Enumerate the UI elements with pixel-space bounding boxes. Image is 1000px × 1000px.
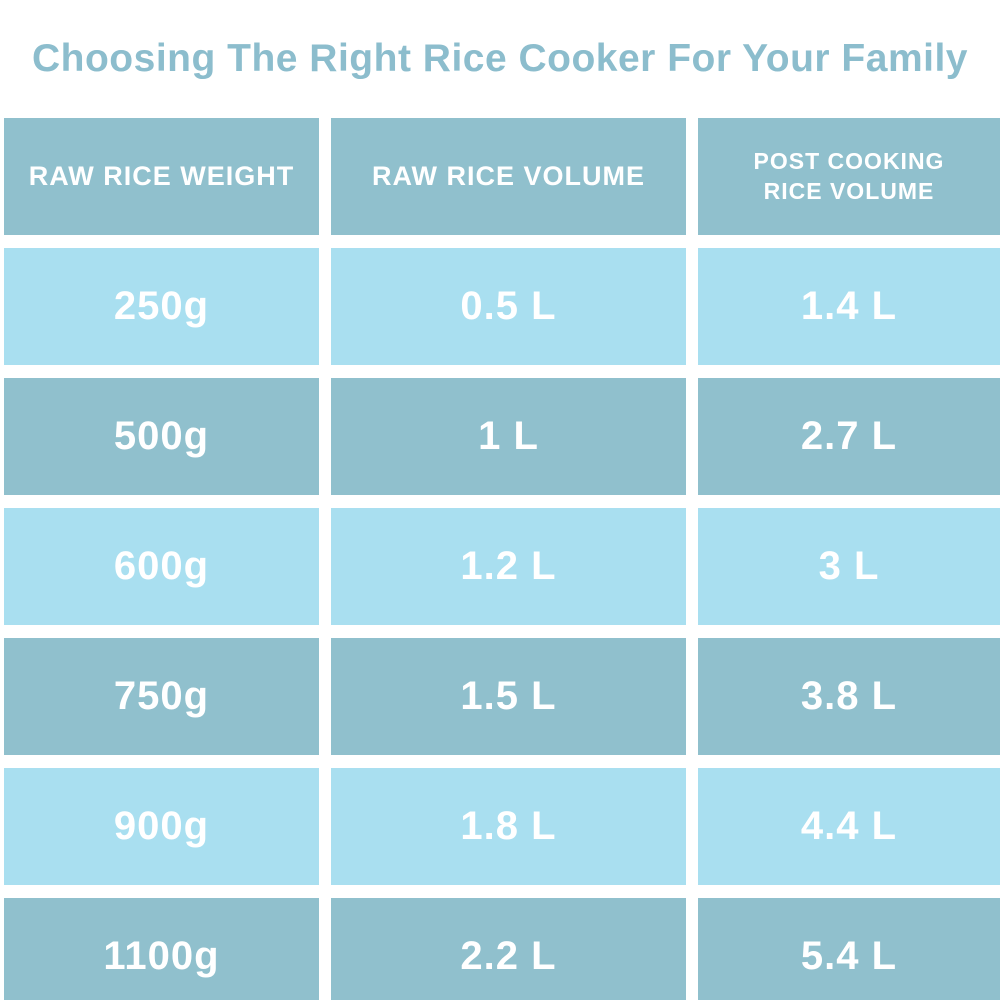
table-cell-cooked-volume: 3 L: [698, 508, 1000, 625]
table-cell-cooked-volume: 5.4 L: [698, 898, 1000, 1000]
table-cell-raw-volume: 1 L: [331, 378, 686, 495]
table-cell-raw-volume: 1.2 L: [331, 508, 686, 625]
table-cell-weight: 1100g: [4, 898, 319, 1000]
column-header-label: POST COOKING RICE VOLUME: [753, 147, 945, 204]
table-cell-cooked-volume: 3.8 L: [698, 638, 1000, 755]
table-cell-raw-volume: 0.5 L: [331, 248, 686, 365]
column-header-label: RAW RICE VOLUME: [371, 161, 645, 191]
table-cell-cooked-volume: 4.4 L: [698, 768, 1000, 885]
column-header-label: RAW RICE WEIGHT: [28, 161, 295, 191]
rice-cooker-table: RAW RICE WEIGHT RAW RICE VOLUME POST COO…: [4, 118, 1000, 1000]
table-cell-cooked-volume: 1.4 L: [698, 248, 1000, 365]
table-cell-raw-volume: 1.5 L: [331, 638, 686, 755]
table-cell-weight: 250g: [4, 248, 319, 365]
table-cell-weight: 500g: [4, 378, 319, 495]
table-cell-raw-volume: 2.2 L: [331, 898, 686, 1000]
page-title: Choosing The Right Rice Cooker For Your …: [32, 37, 968, 80]
table-cell-weight: 750g: [4, 638, 319, 755]
column-header-post-cooking-rice-volume: POST COOKING RICE VOLUME: [698, 118, 1000, 235]
title-block: Choosing The Right Rice Cooker For Your …: [0, 0, 1000, 118]
table-cell-weight: 600g: [4, 508, 319, 625]
column-header-raw-rice-weight: RAW RICE WEIGHT: [4, 118, 319, 235]
table-cell-raw-volume: 1.8 L: [331, 768, 686, 885]
column-header-raw-rice-volume: RAW RICE VOLUME: [331, 118, 686, 235]
table-cell-weight: 900g: [4, 768, 319, 885]
table-cell-cooked-volume: 2.7 L: [698, 378, 1000, 495]
